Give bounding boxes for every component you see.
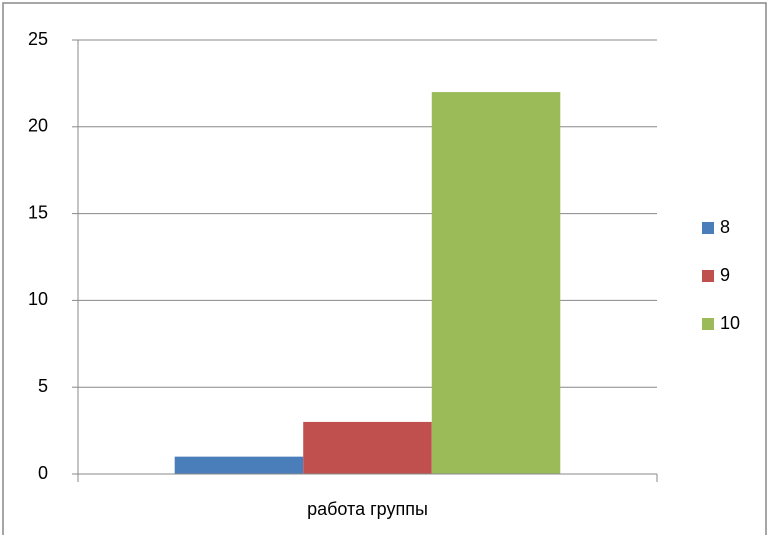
y-tick-label: 0 [38, 463, 48, 483]
legend-swatch [702, 222, 714, 234]
legend-label: 8 [720, 217, 730, 237]
y-tick-label: 10 [28, 289, 48, 309]
legend-swatch [702, 318, 714, 330]
x-tick-label: работа группы [307, 499, 428, 519]
legend-label: 9 [720, 265, 730, 285]
y-tick-label: 5 [38, 376, 48, 396]
legend-label: 10 [720, 313, 740, 333]
bar [431, 92, 561, 474]
legend-swatch [702, 270, 714, 282]
y-tick-label: 15 [28, 202, 48, 222]
y-tick-label: 25 [28, 29, 48, 49]
y-tick-label: 20 [28, 116, 48, 136]
bar [303, 421, 432, 474]
bar [174, 456, 304, 474]
